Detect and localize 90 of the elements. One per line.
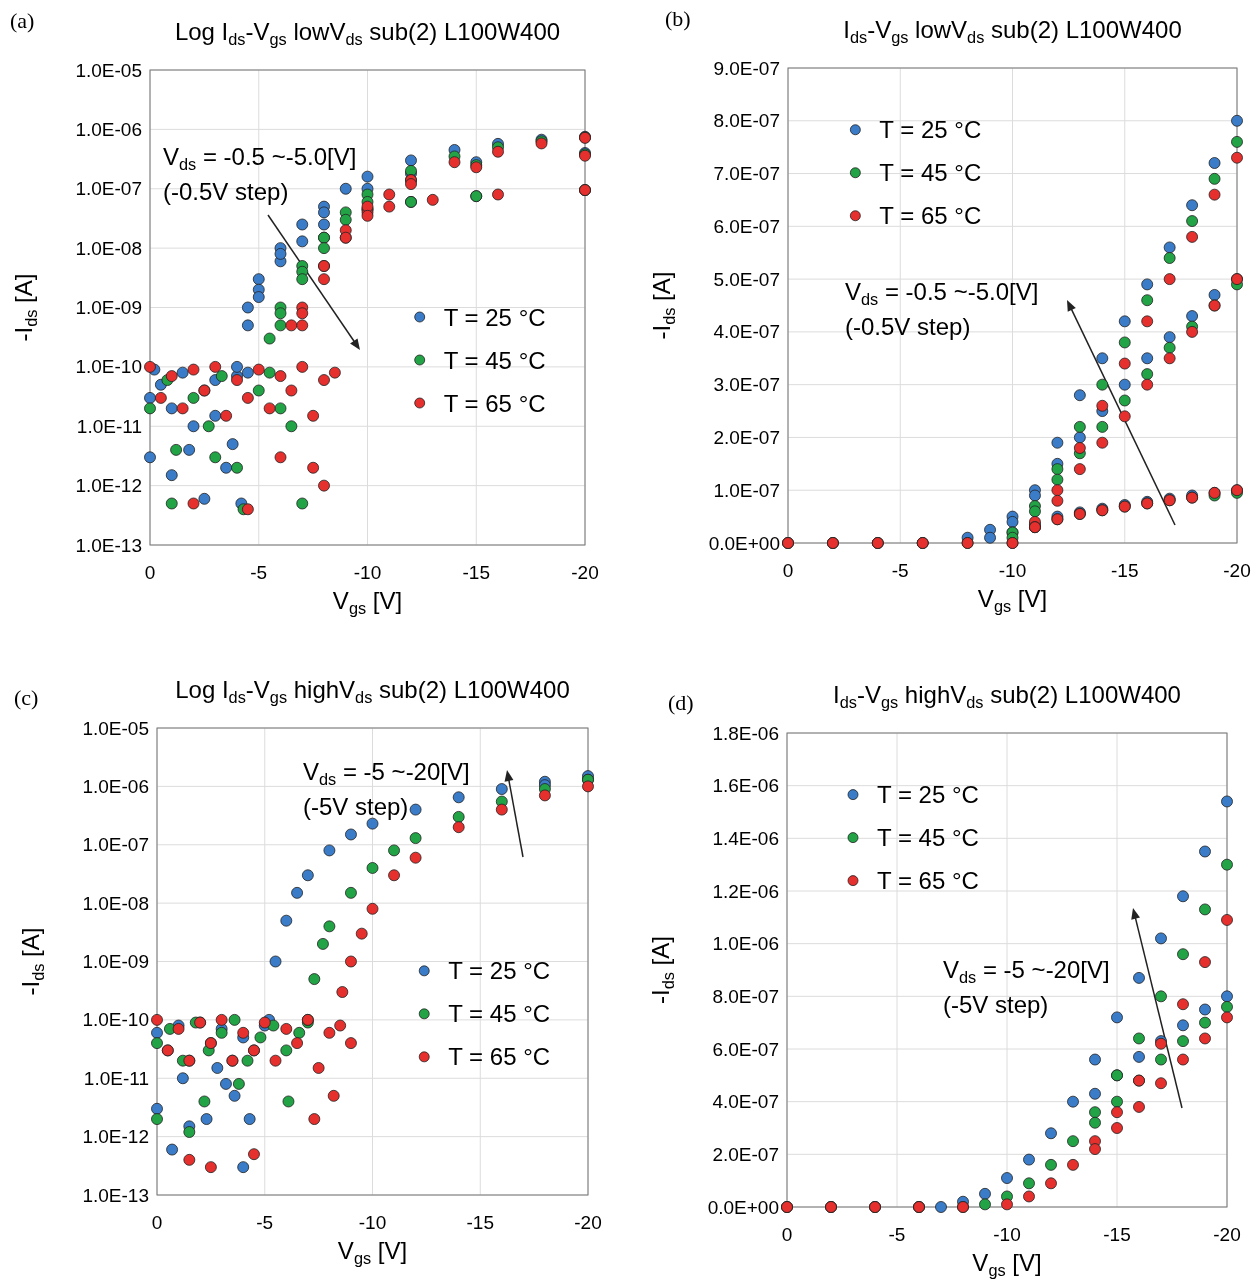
y-tick-label: 3.0E-07 (713, 374, 780, 396)
text: (b) (665, 6, 691, 31)
y-tick-label: 9.0E-07 (713, 57, 780, 79)
y-tick-label: 1.0E-05 (75, 59, 142, 81)
y-tick-label: 6.0E-07 (713, 215, 780, 237)
x-tick-label: -20 (1213, 1224, 1241, 1245)
legend-label: T = 65 °C (443, 389, 546, 417)
y-tick-label: 1.0E-06 (82, 775, 149, 797)
y-tick-label: 1.6E-06 (712, 775, 779, 797)
y-tick-label: 5.0E-07 (713, 268, 780, 290)
y-tick-label: 1.0E-09 (82, 951, 149, 972)
x-tick-label: 0 (151, 1212, 163, 1233)
x-axis-title: V$_{gs}$ [V] (977, 585, 1048, 615)
x-tick-label: -20 (1223, 560, 1251, 581)
annotation: (-0.5V step) (163, 178, 289, 205)
y-tick-label: 6.0E-07 (712, 1038, 779, 1060)
x-tick-label: 0 (781, 1224, 793, 1245)
y-tick-label: 7.0E-07 (713, 163, 780, 185)
y-tick-label: 1.0E-12 (75, 475, 142, 497)
y-tick-label: 0.0E+00 (708, 532, 780, 554)
legend-label: T = 45 °C (877, 824, 979, 852)
chart-title: Log I$_{ds}$-V$_{gs}$ highV$_{ds}$ sub(2) L100W400 (175, 676, 570, 706)
x-tick-label: -15 (1103, 1224, 1131, 1245)
x-axis-title: V$_{gs}$ [V] (332, 587, 403, 617)
legend-label: T = 45 °C (448, 1000, 551, 1028)
y-tick-label: 1.0E-08 (75, 237, 142, 259)
x-tick-label: -10 (993, 1224, 1021, 1245)
x-tick-label: -10 (998, 560, 1027, 581)
y-tick-label: 4.0E-07 (713, 321, 780, 343)
text: (a) (10, 8, 35, 33)
y-tick-label: 1.0E-13 (82, 1184, 149, 1206)
y-tick-label: 1.0E-10 (75, 356, 142, 378)
text: (c) (14, 685, 39, 710)
legend-label: T = 25 °C (877, 781, 979, 809)
annotation: (-5V step) (303, 793, 409, 820)
y-tick-label: 1.0E-13 (75, 534, 142, 556)
legend-label: T = 65 °C (877, 867, 979, 895)
y-tick-label: 1.0E-07 (75, 178, 142, 200)
y-tick-label: 1.0E-07 (713, 479, 780, 501)
annotation: V$_{ds}$ = -5 ~-20[V] (943, 956, 1110, 986)
y-tick-label: 4.0E-07 (712, 1091, 779, 1113)
legend-label: T = 45 °C (443, 346, 546, 374)
text: (d) (668, 690, 694, 715)
annotation: V$_{ds}$ = -0.5 ~-5.0[V] (163, 143, 357, 173)
y-tick-label: 2.0E-07 (713, 426, 780, 448)
y-tick-label: 1.2E-06 (712, 880, 779, 902)
y-tick-label: 1.0E-11 (76, 415, 142, 437)
y-tick-label: 0.0E+00 (707, 1196, 779, 1218)
y-tick-label: 1.8E-06 (712, 722, 779, 744)
y-tick-label: 2.0E-07 (712, 1143, 779, 1165)
y-tick-label: 8.0E-07 (712, 985, 779, 1007)
legend-label: T = 65 °C (448, 1043, 551, 1071)
chart-title: Log I$_{ds}$-V$_{gs}$ lowV$_{ds}$ sub(2) L100W400 (174, 18, 561, 48)
y-tick-label: 1.0E-06 (712, 933, 779, 955)
x-tick-label: -15 (462, 562, 490, 583)
y-tick-label: 1.0E-12 (82, 1126, 149, 1148)
x-tick-label: -10 (358, 1212, 387, 1233)
x-tick-label: -10 (353, 562, 382, 583)
x-tick-label: -5 (250, 562, 268, 583)
x-tick-label: -15 (1111, 560, 1139, 581)
annotation: (-5V step) (943, 991, 1049, 1018)
x-tick-label: -5 (888, 1224, 906, 1245)
x-tick-label: -5 (891, 560, 909, 581)
y-tick-label: 1.4E-06 (712, 827, 779, 849)
y-tick-label: 1.0E-09 (75, 297, 142, 318)
annotation: V$_{ds}$ = -5 ~-20[V] (303, 758, 470, 788)
x-tick-label: -15 (466, 1212, 494, 1233)
annotation: (-0.5V step) (845, 313, 971, 340)
x-axis-title: V$_{gs}$ [V] (972, 1249, 1042, 1279)
legend-label: T = 25 °C (448, 957, 551, 985)
x-axis-title: V$_{gs}$ [V] (337, 1237, 408, 1267)
x-tick-label: -5 (256, 1212, 274, 1233)
y-tick-label: 8.0E-07 (713, 110, 780, 132)
annotation: V$_{ds}$ = -0.5 ~-5.0[V] (845, 278, 1039, 308)
y-tick-label: 1.0E-05 (82, 717, 149, 739)
y-tick-label: 1.0E-11 (83, 1067, 149, 1089)
legend-label: T = 45 °C (879, 159, 982, 187)
chart-title: I$_{ds}$-V$_{gs}$ lowV$_{ds}$ sub(2) L100W400 (843, 16, 1182, 46)
chart-title: I$_{ds}$-V$_{gs}$ highV$_{ds}$ sub(2) L100W400 (833, 681, 1181, 711)
y-tick-label: 1.0E-08 (82, 892, 149, 914)
x-tick-label: -20 (574, 1212, 602, 1233)
legend-label: T = 65 °C (879, 202, 982, 230)
x-tick-label: -20 (571, 562, 599, 583)
legend-label: T = 25 °C (879, 116, 982, 144)
x-tick-label: 0 (782, 560, 794, 581)
legend-label: T = 25 °C (443, 303, 546, 331)
y-tick-label: 1.0E-06 (75, 118, 142, 140)
y-tick-label: 1.0E-10 (82, 1009, 149, 1031)
y-tick-label: 1.0E-07 (82, 834, 149, 856)
x-tick-label: 0 (144, 562, 156, 583)
